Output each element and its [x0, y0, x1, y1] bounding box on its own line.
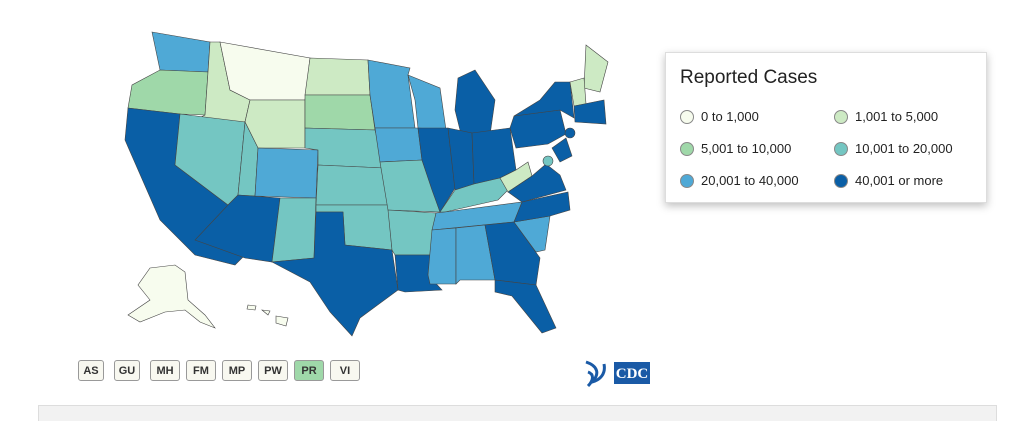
- state[interactable]: [219, 41, 311, 101]
- legend-swatch: [680, 109, 694, 124]
- cdc-logo: CDC: [585, 360, 650, 388]
- state[interactable]: [542, 155, 554, 167]
- state[interactable]: [254, 147, 319, 199]
- legend-swatch: [680, 141, 694, 156]
- legend-label: 0 to 1,000: [701, 109, 759, 124]
- territory-button[interactable]: PR: [294, 360, 324, 381]
- bottom-panel: [38, 405, 997, 421]
- legend-item: 40,001 or more: [834, 173, 943, 188]
- state[interactable]: [484, 221, 541, 286]
- state[interactable]: [551, 137, 573, 163]
- state[interactable]: [367, 59, 416, 129]
- state[interactable]: [304, 94, 376, 131]
- territory-button[interactable]: AS: [78, 360, 104, 381]
- legend-label: 1,001 to 5,000: [855, 109, 939, 124]
- legend-item: 10,001 to 20,000: [834, 141, 953, 156]
- state[interactable]: [271, 197, 317, 263]
- cdc-text: CDC: [616, 366, 649, 382]
- us-map: [124, 31, 609, 337]
- legend-title: Reported Cases: [680, 67, 818, 88]
- legend-swatch: [834, 173, 848, 188]
- legend-item: 5,001 to 10,000: [680, 141, 791, 156]
- legend-swatch: [680, 173, 694, 188]
- state[interactable]: [246, 304, 257, 311]
- state[interactable]: [573, 99, 607, 125]
- legend-label: 40,001 or more: [855, 173, 944, 188]
- state[interactable]: [494, 279, 557, 334]
- state[interactable]: [427, 227, 457, 285]
- state[interactable]: [315, 164, 389, 206]
- state[interactable]: [275, 315, 289, 327]
- state[interactable]: [455, 224, 496, 285]
- state[interactable]: [564, 127, 576, 139]
- state[interactable]: [387, 209, 437, 256]
- state[interactable]: [507, 163, 567, 203]
- state[interactable]: [244, 99, 306, 149]
- legend-item: 20,001 to 40,000: [680, 173, 799, 188]
- legend-item: 1,001 to 5,000: [834, 109, 938, 124]
- territory-button[interactable]: MH: [150, 360, 180, 381]
- state[interactable]: [127, 69, 209, 116]
- territory-button[interactable]: PW: [258, 360, 288, 381]
- territory-button[interactable]: GU: [114, 360, 140, 381]
- state[interactable]: [270, 211, 399, 337]
- state[interactable]: [454, 69, 496, 139]
- legend-item: 0 to 1,000: [680, 109, 759, 124]
- legend: Reported Cases 0 to 1,000 1,001 to 5,000 5…: [665, 52, 987, 203]
- state[interactable]: [513, 191, 571, 223]
- state[interactable]: [304, 57, 371, 96]
- territory-button[interactable]: VI: [330, 360, 360, 381]
- state[interactable]: [151, 31, 211, 73]
- state[interactable]: [583, 44, 609, 93]
- territory-button[interactable]: FM: [186, 360, 216, 381]
- state[interactable]: [374, 127, 423, 163]
- legend-swatch: [834, 141, 848, 156]
- state[interactable]: [127, 264, 216, 329]
- state[interactable]: [261, 309, 271, 316]
- legend-label: 10,001 to 20,000: [855, 141, 953, 156]
- hhs-eagle: [585, 360, 606, 388]
- legend-label: 5,001 to 10,000: [701, 141, 792, 156]
- legend-swatch: [834, 109, 848, 124]
- state[interactable]: [499, 161, 533, 193]
- cdc-box: [614, 362, 650, 384]
- territory-button[interactable]: MP: [222, 360, 252, 381]
- legend-label: 20,001 to 40,000: [701, 173, 799, 188]
